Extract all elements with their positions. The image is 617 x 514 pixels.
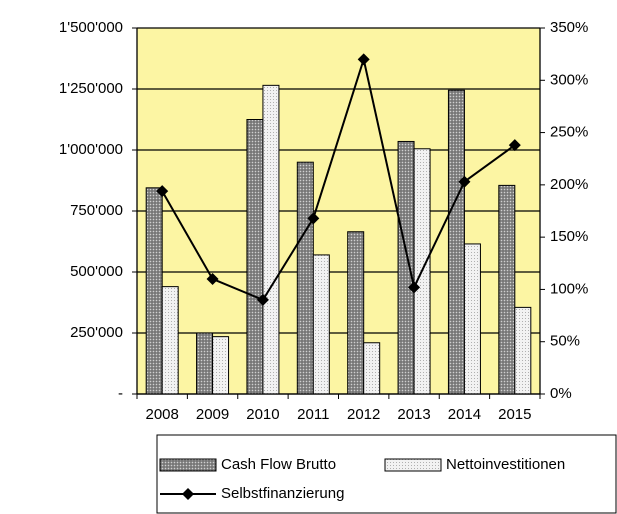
line-marker: [256, 293, 269, 306]
legend-marker: [182, 488, 194, 500]
x-tick-label: 2015: [498, 406, 531, 423]
y2-tick-label: 350%: [550, 19, 588, 36]
legend-swatch: [159, 458, 217, 472]
bar: [347, 231, 365, 395]
y-tick-label: 250'000: [70, 324, 123, 341]
bar: [397, 140, 415, 395]
y2-tick-label: 50%: [550, 333, 580, 350]
x-tick-label: 2014: [448, 406, 481, 423]
legend-label: Nettoinvestitionen: [446, 456, 565, 473]
legend-box: [156, 434, 617, 514]
bar: [498, 184, 516, 395]
y-tick-label: 500'000: [70, 263, 123, 280]
line-marker: [307, 212, 320, 225]
bar: [296, 161, 314, 395]
line-marker: [357, 53, 370, 66]
legend-label: Cash Flow Brutto: [221, 456, 336, 473]
bar: [246, 119, 264, 395]
line-marker: [508, 139, 521, 152]
bar: [312, 254, 330, 395]
bar: [463, 243, 481, 395]
x-tick-label: 2008: [146, 406, 179, 423]
y-tick-label: 1'500'000: [59, 19, 123, 36]
bar: [145, 187, 163, 395]
y-tick-label: -: [118, 385, 123, 402]
x-tick-label: 2011: [297, 406, 329, 423]
x-tick-label: 2013: [397, 406, 430, 423]
line-marker: [156, 185, 169, 198]
bar: [363, 342, 381, 395]
y2-tick-label: 200%: [550, 176, 588, 193]
y2-tick-label: 0%: [550, 385, 572, 402]
legend-label: Selbstfinanzierung: [221, 485, 344, 502]
bar: [196, 332, 214, 395]
bar: [161, 286, 179, 395]
y-tick-label: 1'250'000: [59, 80, 123, 97]
plot: - 250'000 500'000 750'000 1'000'000 1'250'000…: [59, 19, 589, 423]
legend: Cash Flow Brutto Nettoinvestitionen Selbst…: [159, 456, 565, 502]
line: [161, 55, 516, 302]
y-tick-label: 1'000'000: [59, 141, 123, 158]
bar: [212, 336, 230, 395]
y2-tick-label: 150%: [550, 228, 588, 245]
y2-tick-label: 250%: [550, 124, 588, 141]
x-tick-label: 2012: [347, 406, 380, 423]
legend-swatch: [384, 458, 442, 472]
bar: [514, 306, 532, 395]
bar: [262, 84, 280, 395]
x-tick-label: 2010: [246, 406, 279, 423]
y2-tick-label: 300%: [550, 71, 588, 88]
x-tick-label: 2009: [196, 406, 229, 423]
y2-tick-label: 100%: [550, 280, 588, 297]
line-marker: [408, 281, 421, 294]
y-tick-label: 750'000: [70, 202, 123, 219]
bar: [447, 89, 465, 395]
line-marker: [206, 272, 219, 285]
line-marker: [458, 175, 471, 188]
